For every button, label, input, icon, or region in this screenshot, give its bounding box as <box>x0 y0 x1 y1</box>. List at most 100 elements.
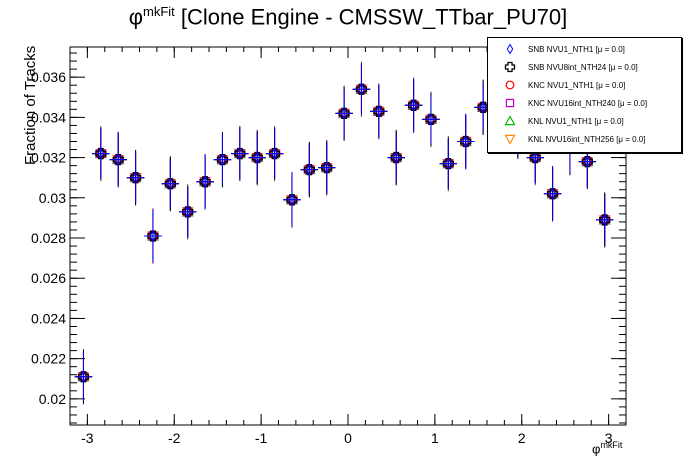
y-tick-label: 0.032 <box>31 150 66 166</box>
data-point-cross <box>546 188 559 200</box>
chart-title: φmkFit [Clone Engine - CMSSW_TTbar_PU70] <box>0 4 696 30</box>
data-point-diamond <box>583 155 591 168</box>
data-point-diamond <box>271 147 279 160</box>
data-point-diamond <box>506 43 514 55</box>
data-point-square <box>505 98 515 108</box>
data-point-triangle-up <box>504 115 516 126</box>
data-point-diamond <box>392 151 400 164</box>
x-tick-label: 0 <box>344 430 352 446</box>
data-point-diamond <box>444 157 452 170</box>
data-point-cross <box>355 83 368 95</box>
data-point-cross <box>321 161 333 174</box>
legend-entry: KNC NVU16int_NTH240 [μ = 0.0] <box>488 94 681 112</box>
data-point-cross <box>390 151 402 164</box>
data-point-cross <box>581 155 593 168</box>
data-point-cross <box>112 153 124 166</box>
x-tick-label: -2 <box>168 430 181 446</box>
data-point-diamond <box>132 171 140 184</box>
data-point-diamond <box>114 153 122 166</box>
legend-marker <box>504 134 516 145</box>
data-point-diamond <box>323 161 331 174</box>
legend-label: SNB NVU8int_NTH24 [μ = 0.0] <box>528 62 638 72</box>
legend-label: KNL NVU1_NTH1 [μ = 0.0] <box>528 116 624 126</box>
x-axis-label: φmkFit <box>592 440 622 456</box>
data-point-cross <box>129 172 142 184</box>
y-tick-label: 0.028 <box>31 230 66 246</box>
data-point-diamond <box>166 177 174 190</box>
data-point-cross <box>504 61 516 73</box>
y-tick-label: 0.034 <box>31 109 66 125</box>
data-point-diamond <box>305 163 313 176</box>
y-tick-label: 0.022 <box>31 351 66 367</box>
data-point-cross <box>77 371 90 383</box>
x-tick-label: 3 <box>605 430 613 446</box>
data-point-cross <box>529 151 541 164</box>
y-tick-label: 0.02 <box>39 391 66 407</box>
data-point-diamond <box>149 230 157 242</box>
legend: SNB NVU1_NTH1 [μ = 0.0] SNB NVU8int_NTH24… <box>487 37 682 153</box>
data-point-diamond <box>340 107 348 120</box>
y-tick-label: 0.03 <box>39 190 66 206</box>
data-point-diamond <box>601 213 609 226</box>
data-point-cross <box>199 176 211 188</box>
data-point-diamond <box>549 187 557 200</box>
data-point-cross <box>216 153 229 166</box>
data-point-diamond <box>410 99 418 112</box>
data-point-diamond <box>79 370 88 383</box>
data-point-diamond <box>201 175 209 188</box>
data-point-cross <box>303 163 315 176</box>
data-point-cross <box>338 107 350 120</box>
data-point-cross <box>234 147 246 160</box>
legend-label: SNB NVU1_NTH1 [μ = 0.0] <box>528 44 625 54</box>
legend-marker <box>504 115 516 126</box>
data-point-diamond <box>184 205 192 218</box>
data-point-cross <box>268 147 281 160</box>
data-point-cross <box>95 147 107 160</box>
data-point-diamond <box>357 83 366 96</box>
data-point-diamond <box>375 105 383 118</box>
data-point-circle <box>505 80 515 90</box>
data-point-cross <box>182 206 194 218</box>
data-point-diamond <box>462 135 470 148</box>
data-point-cross <box>460 135 472 148</box>
legend-entry: SNB NVU1_NTH1 [μ = 0.0] <box>488 40 681 58</box>
x-tick-label: 1 <box>431 430 439 446</box>
x-tick-label: -3 <box>81 430 94 446</box>
data-point-diamond <box>218 153 227 166</box>
data-point-cross <box>477 101 489 113</box>
data-point-cross <box>425 113 437 126</box>
x-axis-label-sup: mkFit <box>600 440 623 450</box>
legend-marker <box>505 80 515 90</box>
data-point-cross <box>164 178 176 190</box>
y-tick-label: 0.024 <box>31 310 66 326</box>
legend-marker <box>506 43 514 55</box>
data-point-diamond <box>531 151 539 164</box>
x-tick-label: 2 <box>518 430 526 446</box>
legend-label: KNC NVU16int_NTH240 [μ = 0.0] <box>528 98 648 108</box>
data-point-diamond <box>253 151 261 164</box>
legend-entry: KNL NVU1_NTH1 [μ = 0.0] <box>488 112 681 130</box>
title-main: φ <box>128 4 143 30</box>
data-point-cross <box>407 99 420 111</box>
data-point-diamond <box>479 101 487 114</box>
legend-marker <box>504 61 516 73</box>
legend-entry: KNL NVU16int_NTH256 [μ = 0.0] <box>488 130 681 148</box>
y-tick-label: 0.026 <box>31 270 66 286</box>
data-point-triangle-down <box>504 134 516 145</box>
data-point-cross <box>373 105 385 117</box>
data-point-diamond <box>97 147 105 160</box>
legend-entry: SNB NVU8int_NTH24 [μ = 0.0] <box>488 58 681 76</box>
legend-label: KNC NVU1_NTH1 [μ = 0.0] <box>528 80 626 90</box>
data-point-diamond <box>236 147 244 160</box>
x-axis-label-main: φ <box>592 441 601 457</box>
title-rest: [Clone Engine - CMSSW_TTbar_PU70] <box>174 4 568 30</box>
data-point-diamond <box>427 113 435 126</box>
data-point-cross <box>442 157 454 170</box>
title-sup: mkFit <box>142 4 175 19</box>
data-point-cross <box>286 194 298 206</box>
data-point-cross <box>599 214 611 226</box>
y-axis-label: Fraction of Tracks <box>22 45 39 165</box>
data-point-cross <box>147 230 159 242</box>
x-tick-label: -1 <box>255 430 268 446</box>
legend-entry: KNC NVU1_NTH1 [μ = 0.0] <box>488 76 681 94</box>
